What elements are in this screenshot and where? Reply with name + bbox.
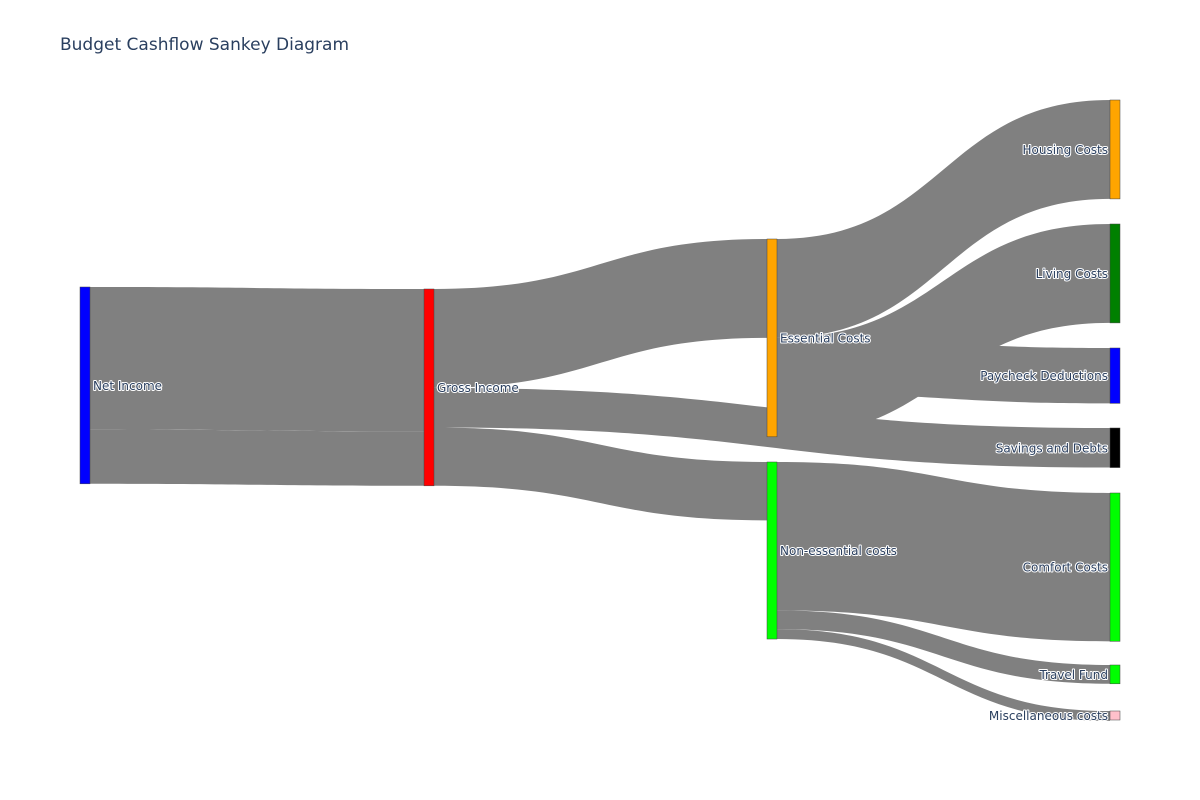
node-essential[interactable] [766,238,778,438]
node-travel[interactable] [1109,664,1121,685]
node-label-travel: Travel Fund [1038,668,1108,682]
node-housing[interactable] [1109,99,1121,200]
link-paycheck-to-essential[interactable] [777,337,1110,404]
chart-title: Budget Cashflow Sankey Diagram [60,35,349,55]
link-net_income-to-gross_income[interactable] [90,287,424,432]
nodes-layer [79,99,1121,721]
node-living[interactable] [1109,223,1121,324]
labels-layer: Net Income Gross Income Essential Costs Non… [92,142,1109,724]
node-label-comfort: Comfort Costs [1023,561,1108,575]
node-label-nonessential: Non-essential costs [780,544,897,558]
node-comfort[interactable] [1109,492,1121,642]
node-paycheck[interactable] [1109,347,1121,404]
links-layer [90,100,1110,721]
link-nonessential-to-comfort[interactable] [777,462,1110,642]
node-label-savings: Savings and Debts [996,441,1108,455]
node-label-housing: Housing Costs [1022,143,1108,157]
link-gross_income-to-essential[interactable] [434,239,767,388]
node-label-misc: Miscellaneous costs [989,709,1108,723]
node-label-paycheck: Paycheck Deductions [980,369,1108,383]
node-savings[interactable] [1109,427,1121,468]
link-nonessential-to-travel[interactable] [777,610,1110,684]
node-net_income[interactable] [79,286,91,485]
node-label-gross_income: Gross Income [437,381,519,395]
node-label-living: Living Costs [1036,267,1108,281]
node-nonessential[interactable] [766,461,778,640]
node-gross_income[interactable] [423,288,435,487]
link-nonessential-to-misc[interactable] [777,629,1110,721]
node-label-net_income: Net Income [93,379,162,393]
link-net_income-to-gross_income[interactable] [90,429,424,486]
node-misc[interactable] [1109,710,1121,721]
link-gross_income-to-nonessential[interactable] [434,427,767,521]
link-essential-to-housing[interactable] [777,100,1110,338]
node-label-essential: Essential Costs [780,331,871,345]
